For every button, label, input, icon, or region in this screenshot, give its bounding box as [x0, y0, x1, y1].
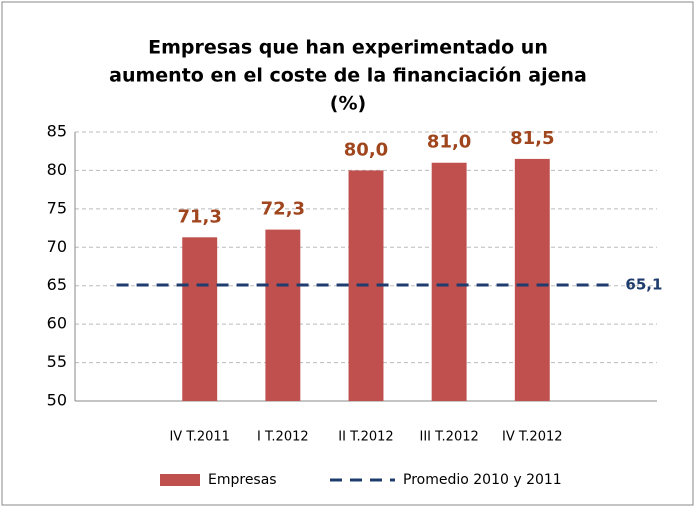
y-tick-label: 85	[47, 122, 67, 141]
chart-title: aumento en el coste de la financiación a…	[109, 65, 587, 87]
bar	[265, 229, 301, 401]
y-tick-label: 80	[47, 160, 67, 179]
data-label: 81,0	[427, 132, 471, 153]
data-label: 65,1	[625, 275, 662, 293]
chart-title: (%)	[330, 93, 366, 115]
y-tick-label: 60	[47, 314, 67, 333]
data-label: 80,0	[344, 139, 388, 160]
bar	[514, 158, 550, 401]
legend-label: Promedio 2010 y 2011	[403, 472, 562, 488]
y-tick-label: 50	[47, 391, 67, 410]
x-tick-label: I T.2012	[257, 430, 309, 445]
x-tick-label: III T.2012	[420, 430, 479, 445]
chart-title: Empresas que han experimentado un	[148, 37, 548, 59]
data-label: 72,3	[261, 199, 305, 220]
y-tick-label: 55	[47, 352, 67, 371]
y-tick-label: 75	[47, 198, 67, 217]
data-label: 81,5	[510, 128, 554, 149]
y-tick-label: 65	[47, 275, 67, 294]
data-label: 71,3	[178, 206, 222, 227]
x-tick-label: IV T.2011	[169, 430, 229, 445]
bar	[182, 237, 218, 401]
x-tick-label: IV T.2012	[502, 430, 562, 445]
x-tick-label: II T.2012	[338, 430, 393, 445]
bar	[431, 162, 467, 401]
legend-swatch	[160, 474, 200, 486]
legend-label: Empresas	[208, 472, 277, 488]
y-tick-label: 70	[47, 237, 67, 256]
